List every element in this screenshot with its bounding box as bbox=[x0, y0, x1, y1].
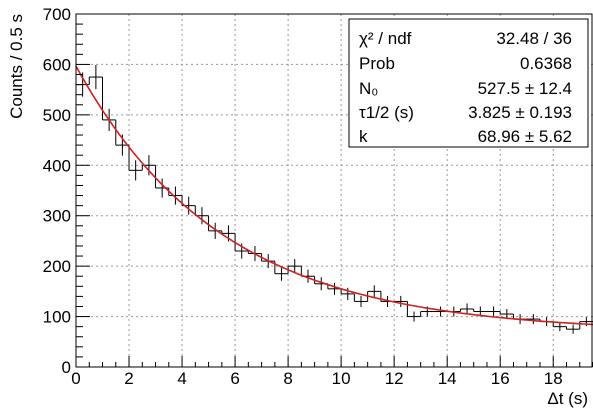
x-tick-label: 2 bbox=[124, 369, 133, 388]
stats-row: k 68.96 ± 5.62 bbox=[359, 127, 572, 146]
stats-row-label: τ1/2 (s) bbox=[359, 103, 414, 122]
histogram-bin bbox=[499, 309, 514, 320]
y-tick-label: 400 bbox=[43, 156, 71, 175]
histogram-bin bbox=[287, 259, 302, 274]
histogram-bin bbox=[394, 295, 408, 307]
stats-row-value: 0.6368 bbox=[520, 54, 572, 73]
stats-row-value: 68.96 ± 5.62 bbox=[478, 127, 572, 146]
fit-curve bbox=[75, 65, 593, 326]
stats-row: τ1/2 (s) 3.825 ± 0.193 bbox=[359, 103, 572, 122]
y-tick-label: 700 bbox=[43, 5, 71, 24]
x-tick-label: 16 bbox=[491, 369, 510, 388]
stats-row-label: k bbox=[359, 127, 368, 146]
x-tick-label: 10 bbox=[332, 369, 351, 388]
stats-row: N₀ 527.5 ± 12.4 bbox=[359, 79, 572, 98]
y-tick-label: 100 bbox=[43, 308, 71, 327]
stats-row-value: 32.48 / 36 bbox=[496, 29, 572, 48]
x-tick-label: 12 bbox=[385, 369, 404, 388]
y-tick-label: 200 bbox=[43, 257, 71, 276]
histogram-bin bbox=[194, 205, 209, 225]
stats-row-label: χ² / ndf bbox=[359, 29, 412, 48]
histogram-bin bbox=[88, 64, 103, 90]
y-tick-label: 0 bbox=[62, 358, 71, 377]
y-tick-label: 300 bbox=[43, 207, 71, 226]
histogram-bin bbox=[486, 306, 501, 317]
x-tick-label: 8 bbox=[283, 369, 292, 388]
axis-ticks bbox=[75, 13, 593, 368]
x-tick-label: 18 bbox=[544, 369, 563, 388]
stats-row: χ² / ndf 32.48 / 36 bbox=[359, 29, 572, 48]
histogram-bin bbox=[208, 215, 222, 239]
y-axis-title: Counts / 0.5 s bbox=[7, 14, 26, 119]
histogram-bin bbox=[102, 77, 116, 131]
fit-stats-box: χ² / ndf 32.48 / 36 Prob 0.6368 N₀ 527.5 ± 12… bbox=[348, 18, 589, 148]
stats-row-value: 527.5 ± 12.4 bbox=[478, 79, 572, 98]
x-tick-label: 4 bbox=[177, 369, 186, 388]
x-tick-label: 0 bbox=[71, 369, 80, 388]
x-tick-labels: 0 2 4 6 8 10 12 14 16 18 bbox=[71, 369, 562, 388]
x-tick-label: 6 bbox=[230, 369, 239, 388]
stats-row: Prob 0.6368 bbox=[359, 54, 572, 73]
plot-frame bbox=[75, 13, 593, 368]
y-tick-labels: 0 100 200 300 400 500 600 700 bbox=[43, 5, 71, 377]
histogram-bin bbox=[353, 293, 368, 307]
y-tick-label: 600 bbox=[43, 55, 71, 74]
stats-row-label: Prob bbox=[359, 54, 395, 73]
x-axis-title: Δt (s) bbox=[547, 389, 588, 408]
stats-row-label: N₀ bbox=[359, 79, 378, 98]
stats-row-value: 3.825 ± 0.193 bbox=[468, 103, 572, 122]
y-tick-label: 500 bbox=[43, 106, 71, 125]
histogram-bin bbox=[459, 303, 474, 315]
histogram-bin bbox=[128, 145, 143, 181]
fit-curve-series bbox=[75, 65, 593, 326]
histogram-bin bbox=[155, 165, 169, 198]
histogram-bin bbox=[565, 324, 580, 334]
histogram-bin bbox=[340, 287, 355, 300]
x-tick-label: 14 bbox=[438, 369, 457, 388]
histogram-bin bbox=[526, 314, 540, 325]
